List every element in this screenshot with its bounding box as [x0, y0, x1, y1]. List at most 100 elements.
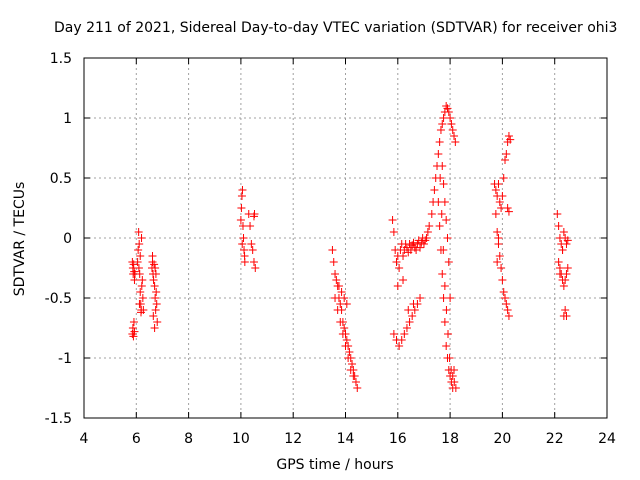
data-point	[353, 384, 362, 392]
data-point	[554, 222, 563, 230]
data-point	[388, 216, 397, 224]
data-point	[439, 180, 448, 188]
data-point	[447, 120, 456, 128]
data-point	[136, 252, 145, 260]
data-point	[562, 240, 571, 248]
data-point	[408, 312, 417, 320]
data-point	[444, 108, 453, 116]
data-point	[237, 192, 246, 200]
data-point	[150, 282, 159, 290]
data-point	[451, 384, 460, 392]
data-point	[150, 260, 159, 269]
data-point	[389, 330, 398, 338]
data-point	[442, 342, 451, 350]
data-point	[446, 294, 455, 302]
data-point	[238, 222, 247, 230]
data-point	[130, 327, 139, 336]
y-tick-label: 1	[63, 111, 72, 127]
data-point	[130, 276, 139, 284]
x-tick-label: 14	[337, 431, 355, 447]
data-point	[133, 258, 142, 266]
data-point	[151, 306, 160, 314]
data-point	[436, 174, 445, 182]
data-point	[419, 240, 428, 248]
data-point	[149, 276, 158, 284]
data-point	[250, 210, 259, 218]
x-tick-label: 10	[232, 431, 250, 447]
data-point	[447, 366, 456, 374]
data-point	[503, 306, 512, 314]
data-point	[430, 186, 439, 194]
data-point	[499, 288, 508, 296]
data-point	[450, 132, 459, 140]
data-point	[331, 294, 340, 302]
data-point	[342, 336, 351, 344]
data-point	[563, 264, 572, 272]
data-point	[402, 324, 411, 332]
data-point	[351, 378, 360, 386]
data-point	[151, 270, 160, 278]
y-tick-label: 0	[63, 231, 72, 247]
data-point	[399, 276, 408, 284]
data-point	[497, 264, 506, 272]
data-point	[395, 264, 404, 272]
data-point	[152, 288, 161, 296]
x-tick-label: 6	[132, 431, 141, 447]
data-point	[240, 258, 249, 266]
chart-title: Day 211 of 2021, Sidereal Day-to-day VTE…	[54, 20, 618, 36]
data-point	[236, 216, 245, 224]
data-point	[491, 186, 500, 194]
data-point	[448, 126, 457, 134]
data-point	[561, 306, 570, 314]
data-point	[502, 150, 511, 158]
data-point	[136, 288, 145, 296]
data-point	[416, 243, 425, 252]
data-point	[440, 198, 449, 206]
data-point	[149, 312, 158, 320]
data-point	[134, 264, 143, 272]
data-point	[397, 336, 406, 344]
data-point	[438, 270, 447, 278]
data-point	[561, 276, 570, 284]
data-point	[151, 264, 160, 272]
plot-frame	[83, 57, 608, 419]
data-point	[440, 318, 449, 326]
data-point	[409, 238, 418, 247]
x-tick-label: 22	[546, 431, 564, 447]
data-point	[240, 246, 249, 254]
data-point	[558, 246, 567, 254]
data-point	[329, 258, 338, 266]
data-point	[442, 216, 451, 224]
data-point	[448, 372, 457, 380]
data-point	[152, 300, 161, 308]
data-point	[345, 348, 354, 356]
data-point	[439, 246, 448, 254]
data-point	[238, 186, 247, 194]
data-point	[562, 312, 571, 320]
data-point	[249, 258, 258, 266]
data-point	[151, 294, 160, 302]
data-point	[251, 264, 260, 272]
data-point	[498, 192, 507, 200]
data-point	[400, 330, 409, 338]
data-point	[346, 366, 355, 374]
data-point	[134, 228, 143, 236]
y-tick-label: -1	[58, 351, 72, 367]
data-point	[137, 308, 146, 317]
data-point	[393, 282, 402, 290]
data-point	[338, 330, 347, 338]
data-point	[504, 132, 513, 140]
data-point	[444, 258, 453, 266]
data-point	[422, 234, 431, 242]
data-point	[328, 246, 337, 254]
data-point	[435, 222, 444, 230]
x-tick-label: 24	[598, 431, 616, 447]
x-tick-label: 20	[493, 431, 511, 447]
data-point	[563, 236, 572, 245]
data-point	[495, 252, 504, 260]
data-point	[389, 228, 398, 236]
data-point	[349, 372, 358, 380]
data-point	[334, 282, 343, 290]
data-point	[341, 342, 350, 350]
